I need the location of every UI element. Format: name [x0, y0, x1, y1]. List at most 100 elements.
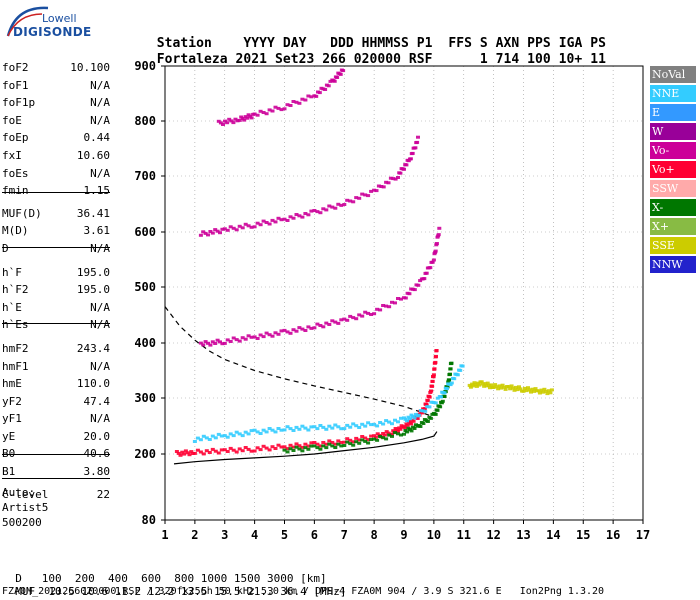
echo-point [261, 219, 266, 223]
footer-muf-unit: [MHz] [313, 585, 347, 598]
echo-point [210, 447, 215, 451]
echo-point [509, 384, 514, 388]
param-row-d: D N/A [2, 241, 110, 259]
echo-point [374, 189, 379, 193]
echo-point [339, 203, 344, 207]
echo-point [496, 387, 501, 391]
echo-point [288, 104, 293, 107]
echo-point [207, 451, 212, 454]
echo-point [231, 226, 236, 230]
x-tick-label: 7 [341, 528, 348, 542]
echo-point [282, 428, 287, 432]
header-label-p1: P1 [416, 36, 433, 51]
echo-point [447, 378, 452, 382]
echo-point [321, 425, 326, 429]
echo-point [333, 206, 338, 210]
echo-point [228, 432, 233, 436]
echo-point [402, 167, 406, 171]
echo-point [327, 204, 332, 208]
param-row-yE: yE 20.0 [2, 429, 110, 447]
echo-point [435, 396, 440, 400]
param-value: N/A [90, 300, 110, 314]
header-label-ddd: DDD [330, 36, 354, 51]
footer-muf-value: 36.4 [280, 585, 307, 598]
echo-point [506, 385, 511, 389]
echo-point [415, 140, 420, 144]
echo-point [270, 334, 275, 338]
echo-point [231, 434, 236, 438]
echo-point [192, 440, 197, 443]
echo-point [336, 439, 341, 443]
echo-point [234, 338, 239, 342]
echo-point [434, 349, 439, 352]
echo-point [357, 426, 362, 429]
echo-point [282, 445, 287, 449]
echo-point [306, 444, 311, 448]
echo-point [252, 112, 257, 116]
echo-point [483, 382, 488, 386]
param-value: N/A [90, 96, 110, 110]
echo-point [351, 422, 356, 426]
x-tick-label: 14 [546, 528, 560, 542]
autoscale-version: 500200 [2, 516, 42, 529]
profile-curves [164, 306, 438, 465]
echo-point [448, 367, 453, 371]
x-tick-label: 15 [576, 528, 590, 542]
echo-point [315, 442, 320, 446]
echo-point [204, 449, 209, 453]
echo-point [493, 383, 498, 387]
echo-point [288, 215, 293, 219]
echo-point [195, 436, 200, 440]
echo-point [273, 430, 278, 434]
echo-point [234, 228, 239, 232]
param-label: h`F [2, 265, 22, 279]
echo-point [488, 386, 492, 390]
echo-point [215, 338, 220, 342]
echo-point [345, 437, 350, 441]
param-label: foEp [2, 131, 29, 145]
echo-point [369, 434, 374, 438]
echo-point [420, 411, 425, 415]
echo-point [514, 385, 518, 389]
echo-point [409, 429, 414, 433]
echo-point [255, 113, 260, 117]
echo-point [399, 433, 403, 437]
echo-point [351, 200, 356, 204]
echo-point [339, 444, 344, 448]
echo-point [267, 222, 272, 226]
echo-point [330, 205, 335, 209]
echo-point [294, 445, 299, 449]
header-value-day: Set23 [274, 52, 315, 67]
echo-point [339, 427, 344, 431]
echo-point [345, 440, 350, 444]
echo-point [206, 341, 210, 345]
echo-point [294, 329, 299, 333]
echo-point [398, 171, 403, 175]
echo-point [408, 417, 412, 421]
echo-point [255, 430, 260, 434]
echo-point [405, 423, 410, 427]
echo-point [433, 360, 438, 364]
echo-point [390, 434, 394, 438]
echo-point [376, 184, 381, 188]
x-tick-label: 3 [221, 528, 228, 542]
y-tick-label: 800 [134, 114, 156, 128]
legend-item-x-plus: X+ [650, 218, 696, 235]
echo-point [430, 384, 435, 388]
echo-point [255, 337, 260, 340]
echo-point [491, 386, 496, 389]
param-label: h`E [2, 300, 22, 314]
param-row-fxI: fxI 10.60 [2, 148, 110, 166]
legend-item-nne: NNE [650, 85, 696, 102]
echo-point [333, 320, 338, 324]
echo-point [324, 446, 329, 450]
echo-point [221, 123, 225, 126]
echo-point [279, 445, 284, 449]
param-value: 0.44 [83, 131, 111, 145]
echo-point [402, 432, 406, 436]
echo-point [318, 324, 323, 327]
echo-point [270, 445, 275, 449]
echo-point [396, 432, 400, 436]
echo-point [372, 312, 377, 316]
param-value: 10.100 [70, 61, 110, 74]
